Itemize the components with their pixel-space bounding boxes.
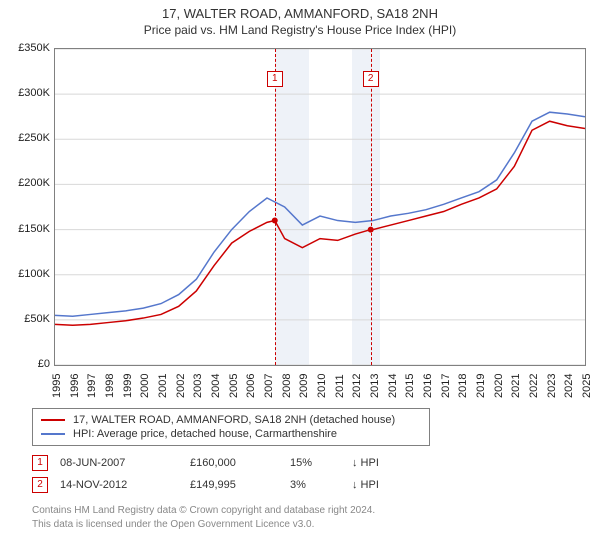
x-tick-label: 2025 [581, 374, 593, 398]
y-tick-label: £300K [18, 87, 50, 99]
x-tick-label: 2013 [369, 374, 381, 398]
chart-subtitle: Price paid vs. HM Land Registry's House … [0, 21, 600, 41]
x-tick-label: 2002 [175, 374, 187, 398]
x-tick-label: 2005 [228, 374, 240, 398]
chart-footer: Contains HM Land Registry data © Crown c… [32, 504, 375, 532]
sale-pct: 3% [290, 479, 352, 491]
x-tick-label: 2012 [351, 374, 363, 398]
sales-table: 1 08-JUN-2007£160,00015%↓ HPI 2 14-NOV-2012… [32, 452, 402, 496]
legend-item: 17, WALTER ROAD, AMMANFORD, SA18 2NH (de… [41, 413, 421, 427]
legend-swatch [41, 433, 65, 435]
sale-row: 2 14-NOV-2012£149,9953%↓ HPI [32, 474, 402, 496]
legend-label: HPI: Average price, detached house, Carm… [73, 428, 337, 440]
footer-line2: This data is licensed under the Open Gov… [32, 518, 375, 532]
sale-direction-icon: ↓ HPI [352, 479, 402, 491]
x-tick-label: 1996 [69, 374, 81, 398]
x-tick-label: 2015 [404, 374, 416, 398]
x-tick-label: 2019 [475, 374, 487, 398]
x-tick-label: 2003 [192, 374, 204, 398]
event-line [275, 49, 276, 365]
series-hpi [55, 112, 585, 316]
event-marker-box: 1 [267, 71, 283, 87]
y-tick-label: £0 [38, 358, 50, 370]
legend-label: 17, WALTER ROAD, AMMANFORD, SA18 2NH (de… [73, 414, 395, 426]
event-marker-box: 2 [363, 71, 379, 87]
x-tick-label: 1995 [51, 374, 63, 398]
sale-pct: 15% [290, 457, 352, 469]
x-tick-label: 2020 [493, 374, 505, 398]
sale-row: 1 08-JUN-2007£160,00015%↓ HPI [32, 452, 402, 474]
chart-legend: 17, WALTER ROAD, AMMANFORD, SA18 2NH (de… [32, 408, 430, 446]
x-tick-label: 1999 [122, 374, 134, 398]
sale-date: 14-NOV-2012 [60, 479, 190, 491]
legend-swatch [41, 419, 65, 421]
legend-item: HPI: Average price, detached house, Carm… [41, 427, 421, 441]
chart-plot-area: 12 [54, 48, 586, 366]
x-tick-label: 2000 [139, 374, 151, 398]
x-tick-label: 2024 [563, 374, 575, 398]
chart-title: 17, WALTER ROAD, AMMANFORD, SA18 2NH [0, 0, 600, 21]
x-tick-label: 2007 [263, 374, 275, 398]
footer-line1: Contains HM Land Registry data © Crown c… [32, 504, 375, 518]
x-tick-label: 2008 [281, 374, 293, 398]
x-tick-label: 2021 [510, 374, 522, 398]
x-tick-label: 2016 [422, 374, 434, 398]
x-tick-label: 2018 [457, 374, 469, 398]
y-tick-label: £350K [18, 42, 50, 54]
x-tick-label: 1997 [86, 374, 98, 398]
x-tick-label: 2001 [157, 374, 169, 398]
sale-marker-num: 2 [32, 477, 48, 493]
x-tick-label: 1998 [104, 374, 116, 398]
line-chart-svg [55, 49, 585, 365]
y-tick-label: £50K [24, 313, 50, 325]
x-tick-label: 2023 [546, 374, 558, 398]
x-tick-label: 2009 [298, 374, 310, 398]
sale-direction-icon: ↓ HPI [352, 457, 402, 469]
sale-marker-num: 1 [32, 455, 48, 471]
y-tick-label: £200K [18, 177, 50, 189]
series-property_price [55, 121, 585, 325]
sale-price: £160,000 [190, 457, 290, 469]
x-tick-label: 2010 [316, 374, 328, 398]
x-tick-label: 2004 [210, 374, 222, 398]
x-tick-label: 2014 [387, 374, 399, 398]
x-tick-label: 2006 [245, 374, 257, 398]
x-tick-label: 2017 [440, 374, 452, 398]
event-line [371, 49, 372, 365]
sale-date: 08-JUN-2007 [60, 457, 190, 469]
x-tick-label: 2011 [334, 374, 346, 398]
y-tick-label: £150K [18, 223, 50, 235]
x-tick-label: 2022 [528, 374, 540, 398]
y-tick-label: £100K [18, 268, 50, 280]
sale-price: £149,995 [190, 479, 290, 491]
y-tick-label: £250K [18, 132, 50, 144]
